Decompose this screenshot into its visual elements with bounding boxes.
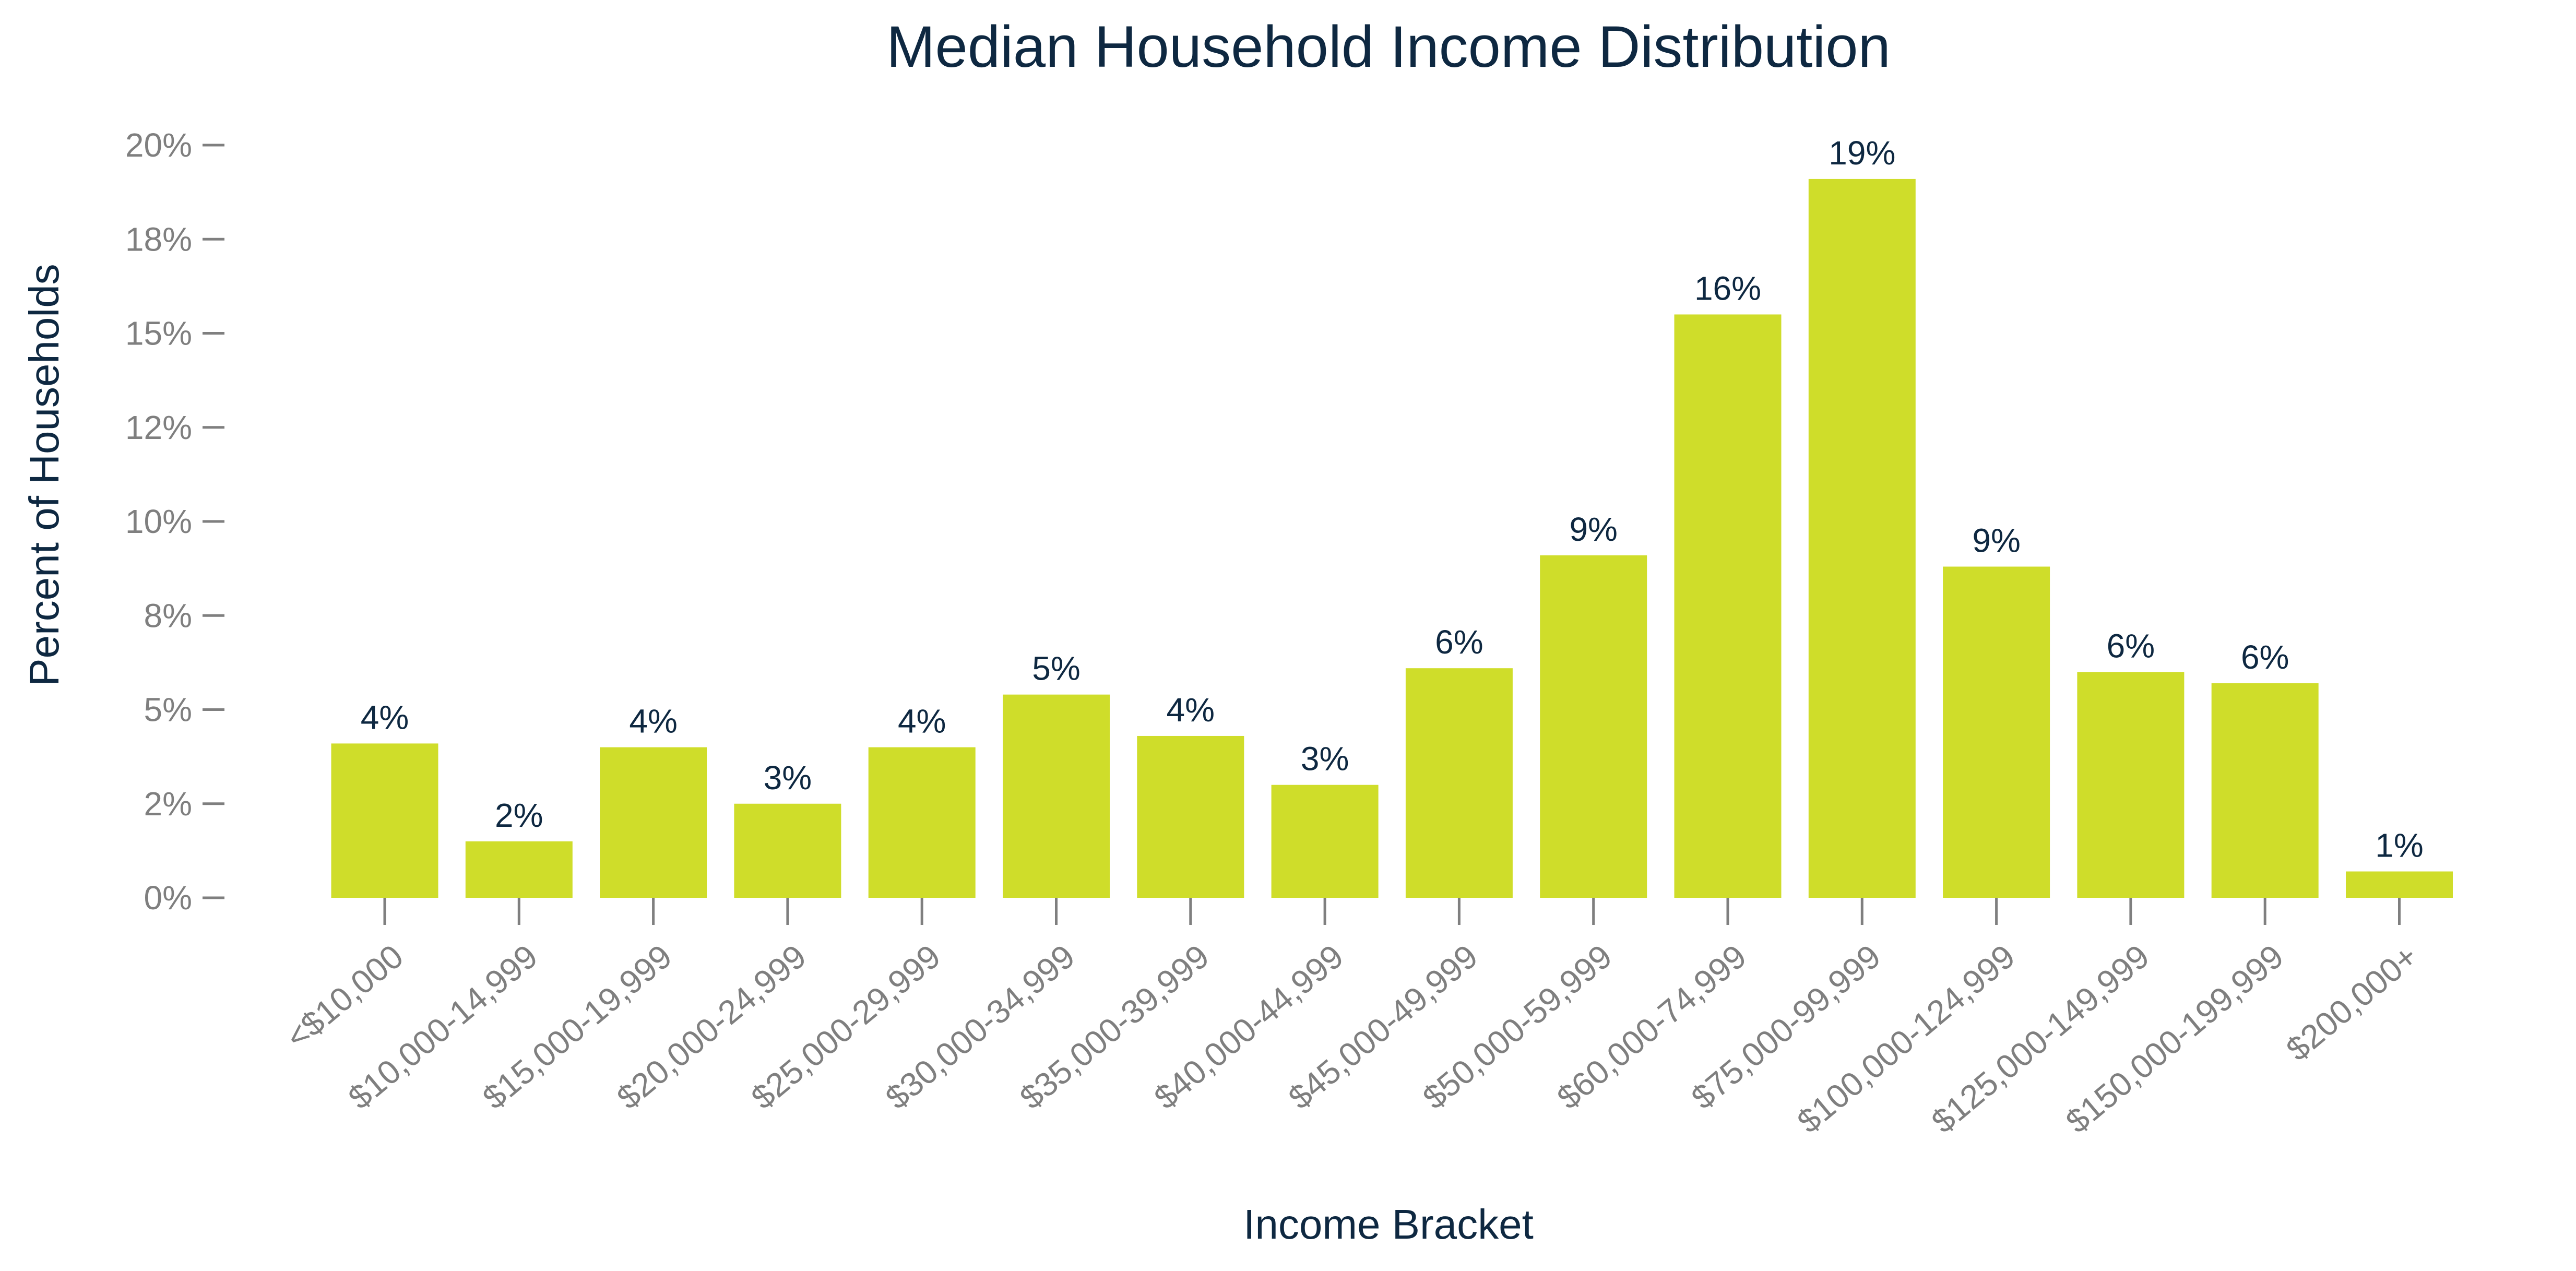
bar — [1137, 735, 1244, 898]
data-label: 2% — [495, 797, 543, 834]
bar — [868, 747, 976, 898]
data-label: 4% — [361, 698, 409, 736]
bar — [465, 841, 573, 898]
y-tick-label: 20% — [125, 126, 192, 164]
bar — [2346, 871, 2453, 898]
y-tick-label: 5% — [144, 691, 193, 729]
y-tick-label: 0% — [144, 879, 193, 917]
x-tick-label: $200,000+ — [2279, 937, 2425, 1068]
bar — [1674, 314, 1782, 898]
bar — [2077, 672, 2185, 898]
bar — [1943, 566, 2050, 898]
bar — [2211, 683, 2319, 898]
bar — [1271, 785, 1379, 898]
data-label: 16% — [1694, 269, 1761, 307]
y-tick-label: 10% — [125, 503, 192, 540]
x-tick-label: $125,000-149,999 — [1925, 937, 2156, 1141]
bar — [1808, 179, 1916, 898]
data-label: 6% — [2107, 627, 2155, 664]
data-label: 4% — [1167, 691, 1215, 729]
y-axis-label: Percent of Households — [21, 264, 67, 686]
y-tick-label: 12% — [125, 409, 192, 446]
data-label: 6% — [2241, 638, 2289, 676]
y-tick-label: 2% — [144, 785, 193, 823]
x-tick-label: $100,000-124,999 — [1790, 937, 2022, 1141]
data-label: 3% — [764, 759, 812, 797]
x-tick-label: $150,000-199,999 — [2059, 937, 2290, 1141]
x-axis-label: Income Bracket — [1243, 1201, 1534, 1248]
y-tick-label: 15% — [125, 315, 192, 352]
data-label: 1% — [2375, 827, 2424, 864]
data-label: 9% — [1569, 510, 1618, 548]
y-tick-label: 18% — [125, 220, 192, 258]
bar — [734, 803, 841, 898]
x-tick-label: <$10,000 — [279, 937, 410, 1056]
data-label: 5% — [1032, 650, 1081, 687]
plot-area: 0%2%5%8%10%12%15%18%20%4%<$10,0002%$10,0… — [125, 126, 2453, 1141]
data-label: 4% — [898, 703, 946, 740]
bar — [1540, 555, 1647, 898]
chart-title: Median Household Income Distribution — [886, 14, 1891, 79]
data-label: 19% — [1829, 134, 1895, 172]
data-label: 3% — [1301, 740, 1349, 778]
y-tick-label: 8% — [144, 597, 193, 634]
bar — [1003, 694, 1110, 898]
bar — [331, 743, 438, 898]
bar — [1405, 668, 1513, 898]
data-label: 9% — [1972, 522, 2021, 560]
bar — [600, 747, 707, 898]
data-label: 4% — [629, 703, 678, 740]
data-label: 6% — [1435, 623, 1483, 661]
